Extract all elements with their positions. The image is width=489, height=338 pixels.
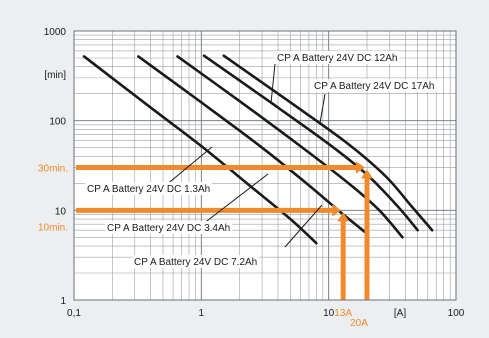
marker-time-label-0: 30min. bbox=[38, 164, 68, 175]
y-tick-label: 1000 bbox=[44, 27, 67, 38]
markers: 30min. 20A 10min. 13A bbox=[38, 161, 373, 329]
marker-v-arrow-1 bbox=[337, 212, 350, 222]
x-axis-label: [A] bbox=[394, 308, 406, 319]
marker-h-arrow-1 bbox=[332, 204, 342, 217]
series-label-1: CP A Battery 24V DC 3.4Ah bbox=[107, 223, 230, 234]
series-line-2 bbox=[176, 55, 404, 239]
y-tick-label: 100 bbox=[49, 117, 66, 128]
series-leader-0 bbox=[164, 146, 213, 187]
x-tick-label: 1 bbox=[199, 308, 205, 319]
series-line-3 bbox=[202, 54, 419, 232]
curves bbox=[82, 54, 434, 245]
x-tick-label: 0,1 bbox=[67, 308, 81, 319]
series-label-bg-3 bbox=[275, 51, 400, 64]
plot-frame bbox=[73, 30, 457, 301]
marker-current-label-0: 20A bbox=[350, 318, 368, 329]
series-line-0 bbox=[82, 55, 318, 245]
series-leader-1 bbox=[202, 173, 269, 225]
series-line-4 bbox=[222, 54, 434, 232]
marker-h-arrow-0 bbox=[355, 161, 365, 174]
series-label-3: CP A Battery 24V DC 12Ah bbox=[277, 53, 397, 64]
x-tick-label: 100 bbox=[448, 308, 465, 319]
y-tick-label: 10 bbox=[55, 206, 67, 217]
series-leader-2 bbox=[284, 204, 323, 248]
labels: CP A Battery 24V DC 1.3Ah CP A Battery 24… bbox=[85, 51, 437, 268]
series-leader-3 bbox=[270, 63, 276, 104]
series-label-bg-2 bbox=[132, 255, 260, 268]
series-label-bg-4 bbox=[312, 79, 437, 92]
marker-v-arrow-0 bbox=[360, 169, 373, 179]
y-tick-label: 1 bbox=[60, 296, 66, 307]
series-label-0: CP A Battery 24V DC 1.3Ah bbox=[87, 184, 210, 195]
marker-current-label-1: 13A bbox=[334, 308, 352, 319]
series-label-2: CP A Battery 24V DC 7.2Ah bbox=[134, 257, 257, 268]
marker-time-label-1: 10min. bbox=[38, 222, 68, 233]
series-label-bg-1 bbox=[105, 221, 233, 234]
x-tick-label: 10 bbox=[323, 308, 335, 319]
series-leader-4 bbox=[319, 93, 326, 124]
y-axis-label: [min] bbox=[44, 70, 66, 81]
series-label-bg-0 bbox=[85, 182, 213, 195]
series-label-4: CP A Battery 24V DC 17Ah bbox=[314, 81, 434, 92]
